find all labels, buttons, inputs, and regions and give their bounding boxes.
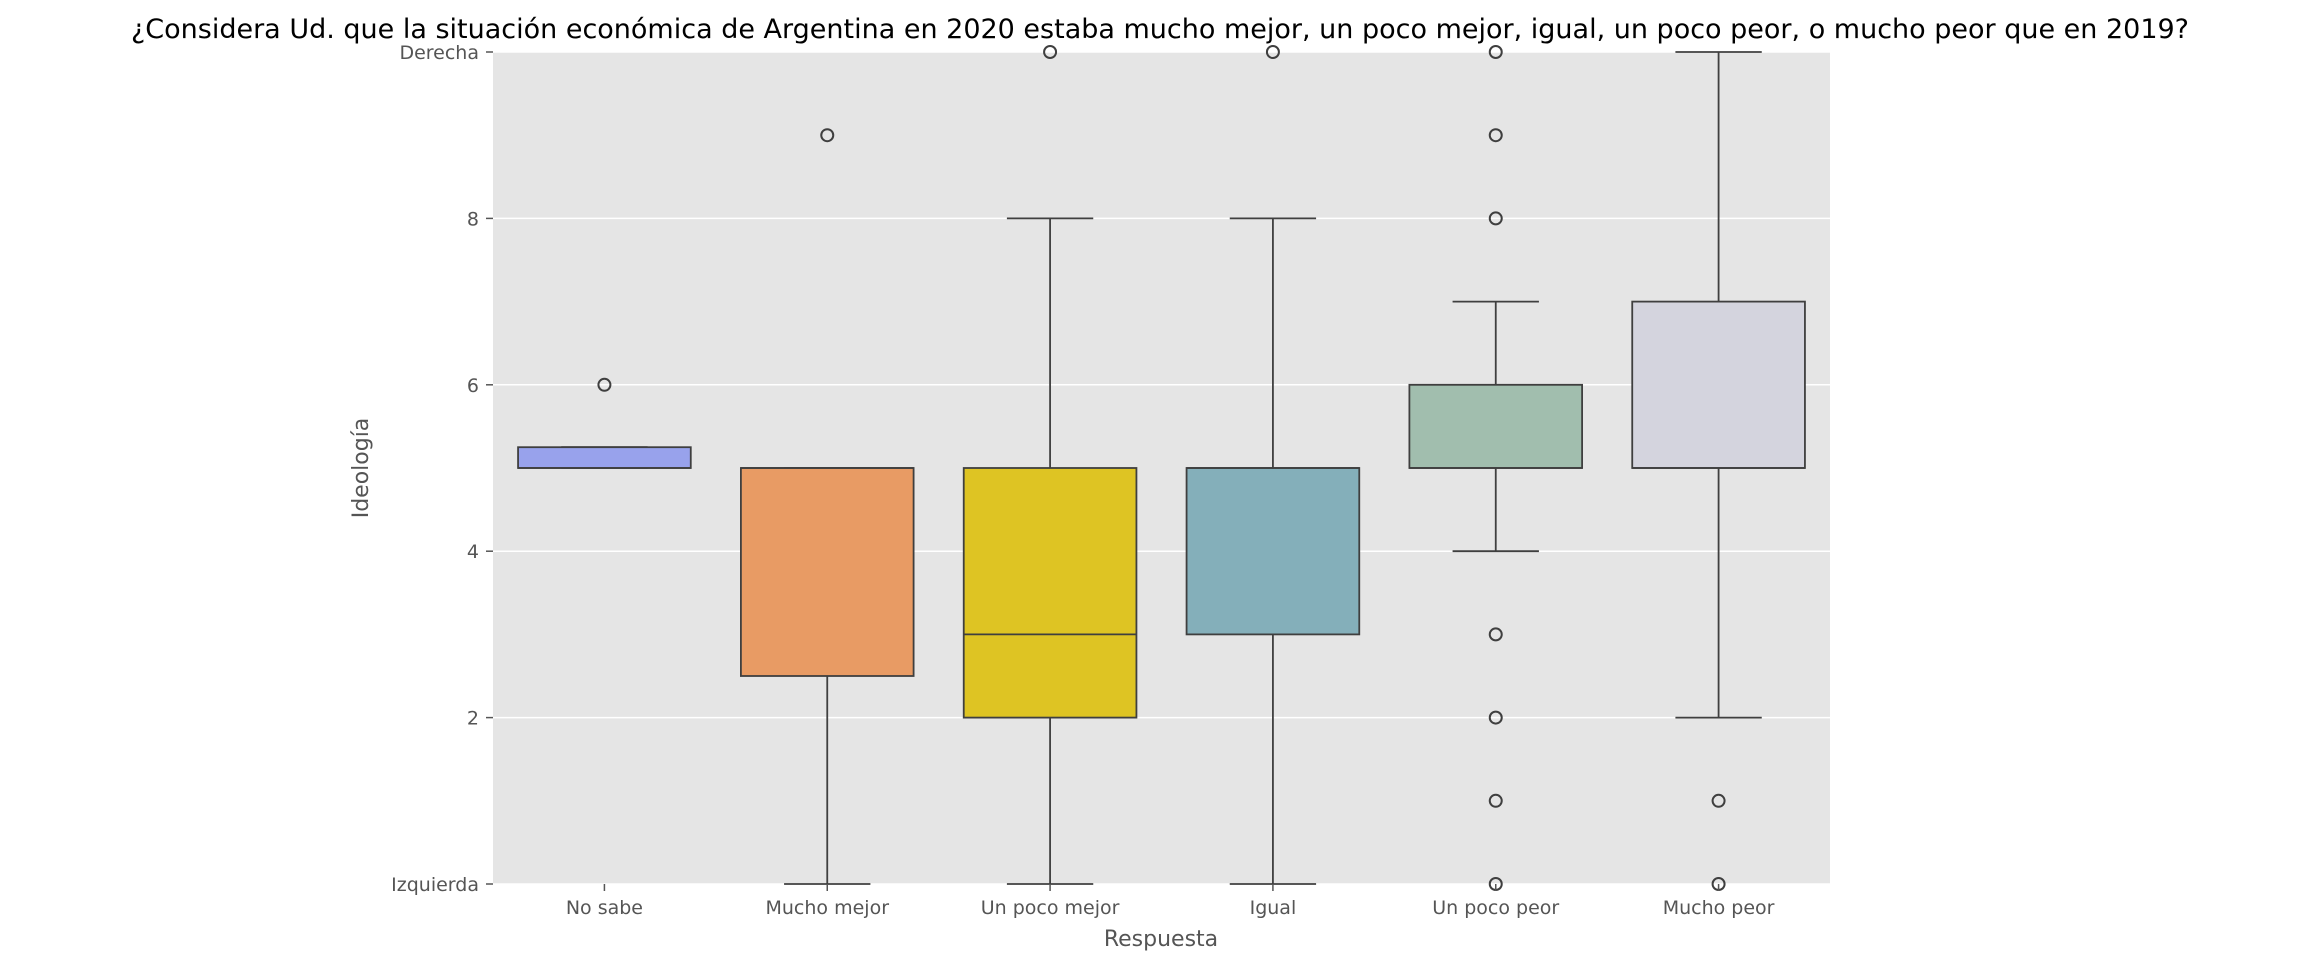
box-body (1185, 467, 1361, 636)
box-body (1408, 383, 1583, 469)
box-group (517, 377, 692, 469)
box-outlier-point (597, 377, 612, 392)
box-outlier-point (1488, 128, 1503, 143)
box-outlier-point (820, 128, 835, 143)
y-tick-label: 8 (467, 208, 479, 230)
axes: Izquierda 2 4 6 8 Derecha No sabe Mucho mejor Un… (391, 42, 1774, 919)
x-tick-label: Un poco peor (1432, 897, 1559, 919)
box-body (740, 467, 915, 677)
box-outlier-point (1488, 793, 1503, 808)
box-outlier-point (1265, 45, 1280, 59)
y-tick-label: Izquierda (391, 874, 479, 896)
box-outlier-point (1043, 45, 1058, 59)
x-tick-label: No sabe (566, 897, 643, 919)
x-axis-label: Respuesta (1104, 927, 1218, 952)
box-group (1631, 51, 1806, 891)
y-tick-label: 4 (467, 541, 479, 563)
y-tick-label: Derecha (399, 42, 479, 64)
box-body (1631, 300, 1806, 469)
box-group (1408, 45, 1583, 891)
x-tick-label: Mucho mejor (766, 897, 890, 919)
box-outlier-point (1488, 710, 1503, 725)
box-series (517, 45, 1806, 891)
box-body (517, 446, 692, 469)
x-tick-label: Un poco mejor (981, 897, 1120, 919)
box-body (962, 467, 1138, 719)
box-outlier-point (1488, 211, 1503, 226)
box-outlier-point (1711, 793, 1726, 808)
y-tick-label: 6 (467, 375, 479, 397)
plot-area (493, 52, 1830, 884)
chart-title: ¿Considera Ud. que la situación económic… (131, 14, 2189, 45)
x-tick-label: Mucho peor (1663, 897, 1775, 919)
box-group (740, 128, 915, 885)
x-tick-label: Igual (1250, 897, 1297, 919)
box-group (1185, 45, 1361, 885)
y-axis-label: Ideología (349, 418, 374, 519)
y-tick-label: 2 (467, 708, 479, 730)
box-outlier-point (1488, 45, 1503, 59)
grid-lines (493, 51, 1830, 885)
box-outlier-point (1488, 627, 1503, 642)
box-group (962, 45, 1138, 885)
